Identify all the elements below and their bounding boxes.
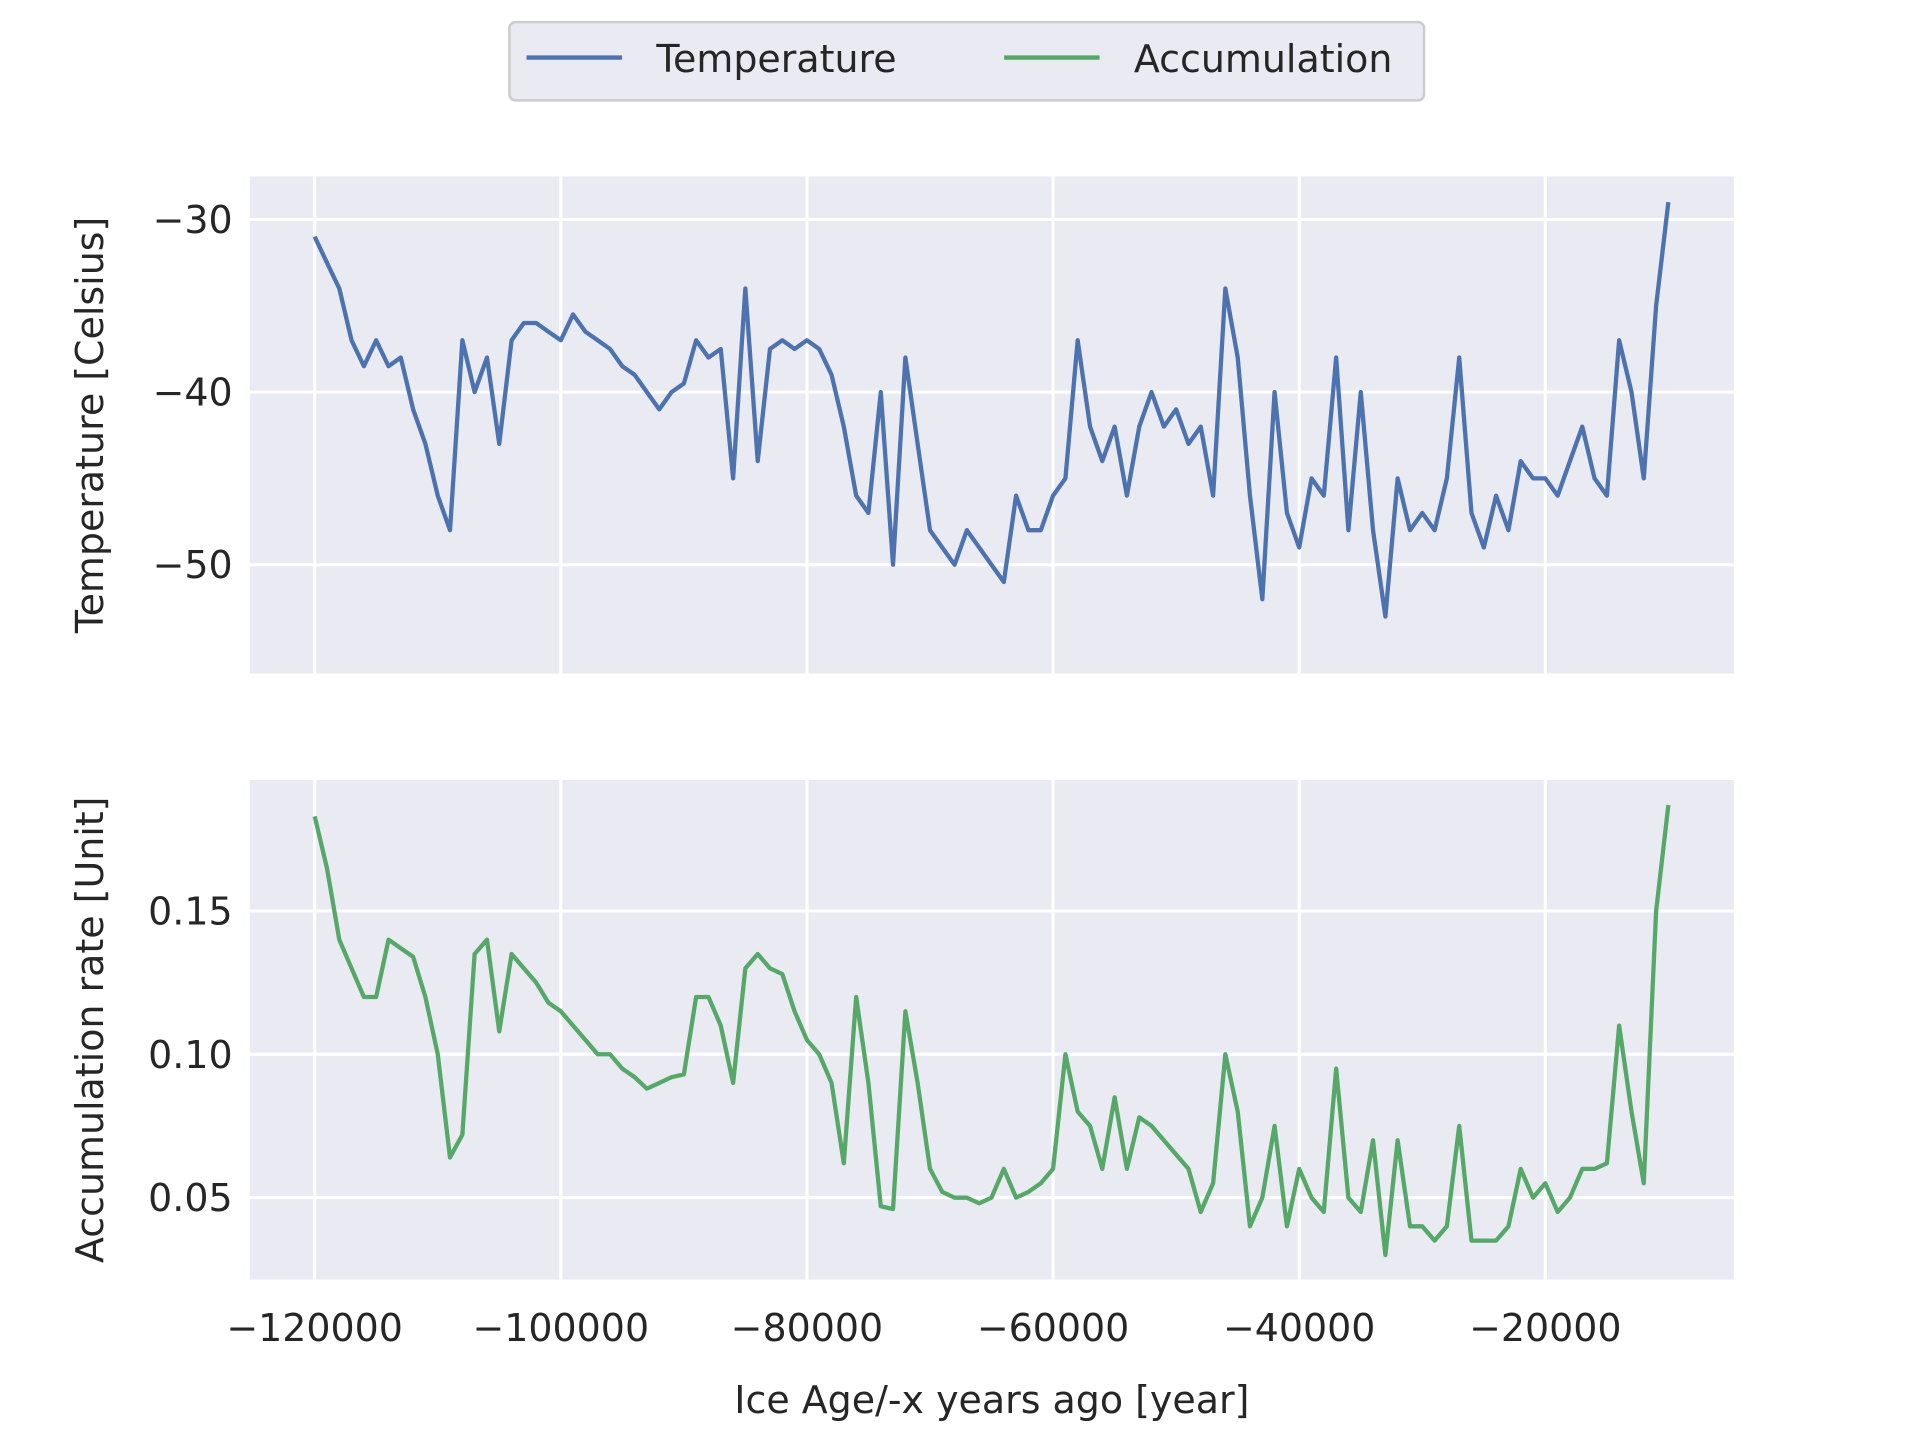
data-line <box>312 804 1671 1258</box>
y-tick-label: −30 <box>153 198 233 242</box>
legend-label: Accumulation <box>1134 37 1393 81</box>
y-tick-label: 0.15 <box>148 889 232 933</box>
x-tick-label: −60000 <box>977 1306 1129 1350</box>
plot-area <box>249 176 1734 674</box>
legend-label: Temperature <box>655 37 896 81</box>
y-axis-label: Accumulation rate [Unit] <box>68 797 112 1264</box>
y-axis-label: Temperature [Celsius] <box>68 217 112 634</box>
y-tick-label: 0.05 <box>148 1176 232 1220</box>
x-tick-label: −40000 <box>1223 1306 1375 1350</box>
x-tick-label: −100000 <box>472 1306 649 1350</box>
data-line <box>312 201 1671 619</box>
y-tick-label: −40 <box>153 371 233 415</box>
x-tick-label: −80000 <box>731 1306 883 1350</box>
y-tick-label: 0.10 <box>148 1033 232 1077</box>
legend-box <box>508 20 1426 102</box>
x-axis-label: Ice Age/-x years ago [year] <box>734 1378 1249 1422</box>
y-tick-label: −50 <box>153 543 233 587</box>
x-tick-label: −20000 <box>1469 1306 1621 1350</box>
x-tick-label: −120000 <box>226 1306 403 1350</box>
